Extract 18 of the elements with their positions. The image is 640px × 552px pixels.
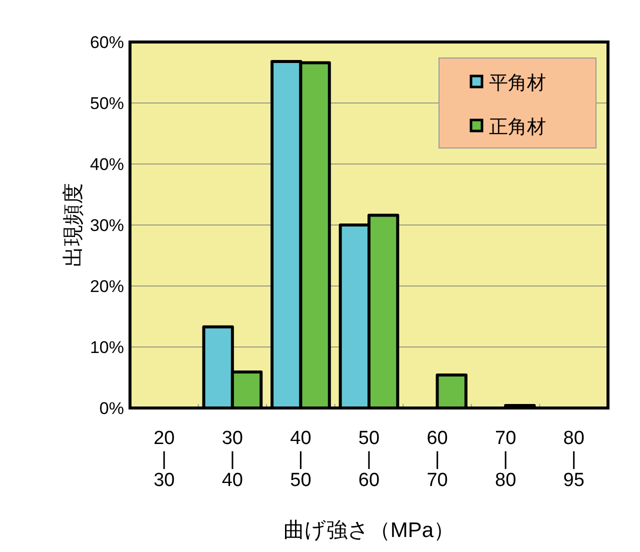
- y-tick-label: 20%: [90, 277, 124, 296]
- y-tick-label: 40%: [90, 155, 124, 174]
- y-tick-label: 60%: [90, 33, 124, 52]
- y-tick-label: 10%: [90, 338, 124, 357]
- x-tick-label: 70 | 80: [495, 428, 516, 491]
- y-tick-label: 50%: [90, 94, 124, 113]
- x-tick-label: 50 | 60: [358, 428, 380, 491]
- x-tick-label: 30 | 40: [222, 428, 243, 491]
- y-tick-label: 30%: [90, 216, 124, 235]
- legend-label: 平角材: [489, 73, 546, 94]
- x-axis-title: 曲げ強さ（MPa）: [283, 519, 455, 542]
- y-tick-label: 0%: [99, 399, 124, 418]
- legend-label: 正角材: [489, 117, 546, 138]
- x-tick-label: 20 | 30: [154, 428, 175, 491]
- x-tick-label: 80 | 95: [563, 428, 584, 491]
- x-tick-label: 60 | 70: [426, 428, 448, 491]
- x-tick-label: 40 | 50: [290, 428, 312, 491]
- y-axis-title: 出現頻度: [62, 183, 85, 267]
